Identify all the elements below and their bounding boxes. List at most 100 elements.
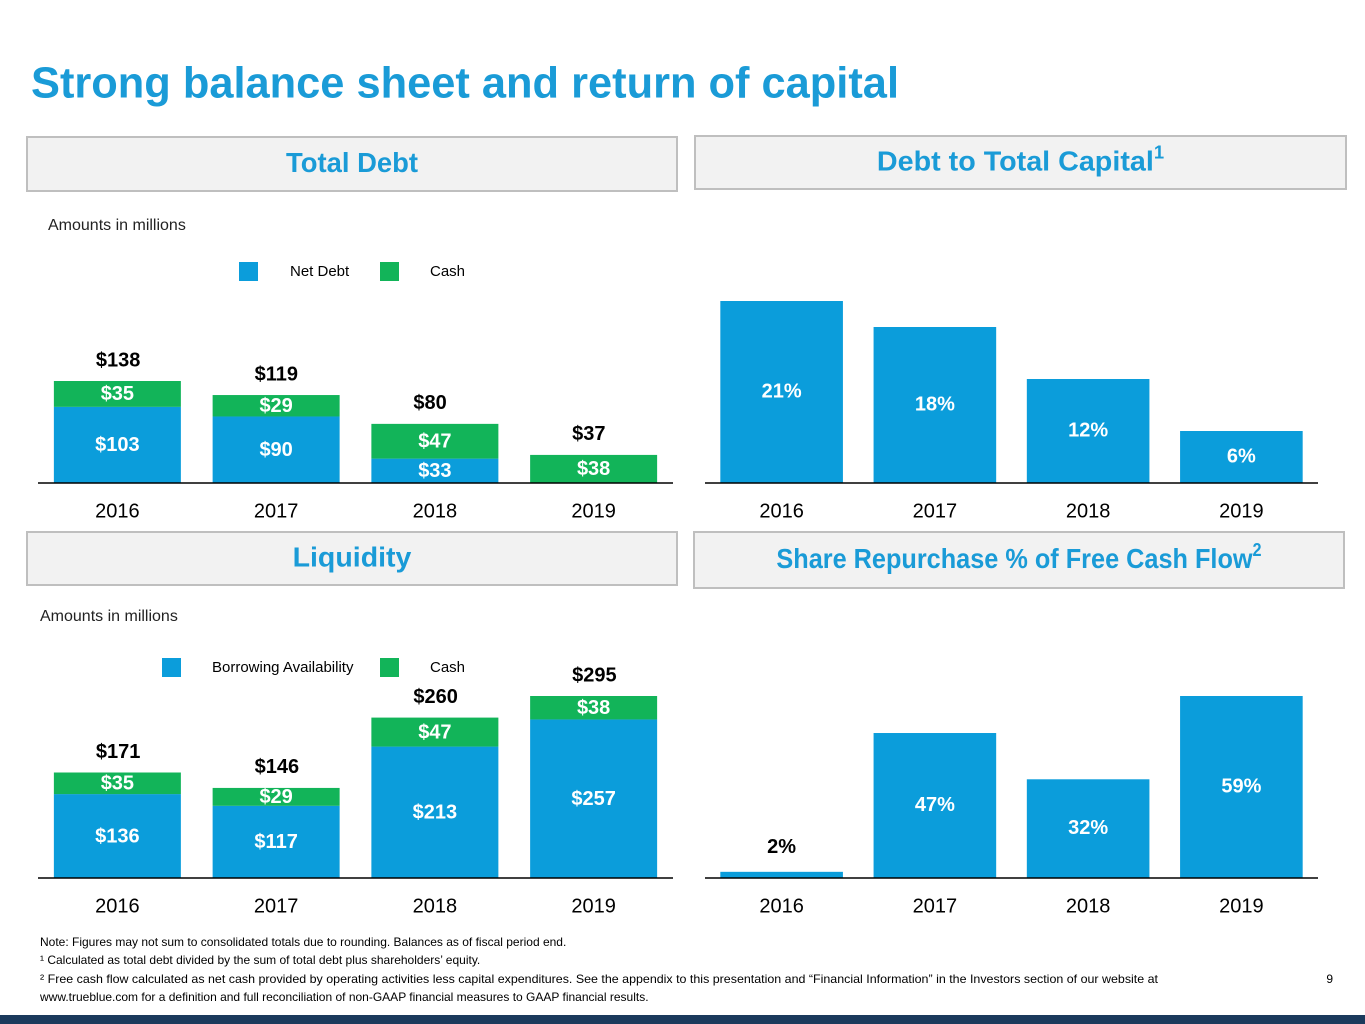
panel-title: Total Debt bbox=[286, 147, 418, 178]
x-tick-label: 2018 bbox=[413, 895, 458, 917]
x-tick-label: 2019 bbox=[571, 895, 616, 917]
bar bbox=[1180, 696, 1303, 878]
data-label: 18% bbox=[915, 393, 955, 415]
note: www.trueblue.com for a definition and fu… bbox=[39, 990, 649, 1004]
x-tick-label: 2018 bbox=[413, 500, 458, 522]
x-tick-label: 2017 bbox=[913, 500, 958, 522]
legend-swatch bbox=[162, 658, 181, 677]
bar-segment bbox=[371, 746, 499, 878]
x-tick-label: 2019 bbox=[571, 500, 616, 522]
panel-title: Liquidity bbox=[293, 542, 412, 573]
legend-label: Cash bbox=[430, 263, 465, 280]
panel-title: Share Repurchase % of Free Cash Flow2 bbox=[776, 540, 1261, 575]
legend-label: Borrowing Availability bbox=[212, 659, 354, 676]
total-label: $171 bbox=[96, 741, 141, 763]
panel-header bbox=[693, 531, 1345, 589]
data-label: 21% bbox=[762, 380, 802, 402]
x-tick-label: 2016 bbox=[759, 500, 804, 522]
data-label: $257 bbox=[571, 788, 616, 810]
x-tick-label: 2019 bbox=[1219, 500, 1264, 522]
data-label: $35 bbox=[101, 383, 134, 405]
data-label: $29 bbox=[259, 395, 292, 417]
subtitle: Amounts in millions bbox=[40, 608, 178, 625]
legend-swatch bbox=[239, 262, 258, 281]
total-label: $260 bbox=[413, 686, 458, 708]
footnote-ref: 2 bbox=[1253, 540, 1262, 560]
footnote-ref: 1 bbox=[1154, 142, 1164, 162]
bar-segment bbox=[212, 805, 340, 878]
total-label: $138 bbox=[96, 349, 141, 371]
data-label: 32% bbox=[1068, 817, 1108, 839]
bar-segment bbox=[371, 458, 499, 483]
bar bbox=[873, 327, 997, 483]
data-label: $117 bbox=[254, 831, 297, 853]
panel-header bbox=[694, 135, 1347, 190]
bar bbox=[873, 733, 997, 878]
x-tick-label: 2016 bbox=[95, 895, 140, 917]
data-label: $47 bbox=[418, 431, 451, 453]
data-label: $38 bbox=[577, 458, 610, 480]
total-label: $295 bbox=[572, 664, 617, 686]
page-number: 9 bbox=[1326, 972, 1333, 986]
panel-title-text: Total Debt bbox=[286, 147, 418, 178]
data-label: $103 bbox=[95, 434, 140, 456]
legend-swatch bbox=[380, 658, 399, 677]
x-tick-label: 2017 bbox=[913, 895, 958, 917]
bar bbox=[720, 301, 843, 483]
x-tick-label: 2018 bbox=[1066, 500, 1111, 522]
data-label: $33 bbox=[418, 460, 451, 482]
data-label: $136 bbox=[95, 825, 140, 847]
bar bbox=[1180, 431, 1303, 483]
data-label: $47 bbox=[418, 721, 451, 743]
bar-segment bbox=[530, 454, 658, 483]
bar-segment bbox=[212, 416, 340, 483]
x-tick-label: 2017 bbox=[254, 895, 299, 917]
panel-title: Debt to Total Capital 1 bbox=[877, 142, 1164, 177]
bar-segment bbox=[53, 381, 181, 407]
total-label: $119 bbox=[255, 363, 298, 385]
x-tick-label: 2016 bbox=[759, 895, 804, 917]
legend-swatch bbox=[380, 262, 399, 281]
data-label: $213 bbox=[413, 802, 458, 824]
slide-title: Strong balance sheet and return of capit… bbox=[31, 59, 899, 108]
legend-label: Net Debt bbox=[290, 263, 350, 280]
total-label: $80 bbox=[413, 392, 446, 414]
bar bbox=[1026, 779, 1150, 878]
data-label: 59% bbox=[1221, 775, 1261, 797]
x-tick-label: 2018 bbox=[1066, 895, 1111, 917]
bar-segment bbox=[371, 423, 499, 459]
legend-label: Cash bbox=[430, 659, 465, 676]
panel-header bbox=[26, 136, 678, 192]
data-label: $29 bbox=[259, 786, 292, 808]
data-label: $35 bbox=[101, 773, 134, 795]
bar-segment bbox=[212, 395, 340, 417]
bar-segment bbox=[530, 696, 658, 720]
x-tick-label: 2016 bbox=[95, 500, 140, 522]
note: ¹ Calculated as total debt divided by th… bbox=[40, 953, 480, 967]
bar-segment bbox=[530, 719, 658, 878]
total-label: $37 bbox=[572, 423, 605, 445]
data-label: $90 bbox=[259, 439, 292, 461]
data-label: 12% bbox=[1068, 419, 1108, 441]
bar-segment bbox=[53, 772, 181, 795]
bar-segment bbox=[371, 717, 499, 747]
total-label: $146 bbox=[255, 756, 300, 778]
panel-title-text: Debt to Total Capital bbox=[877, 146, 1154, 177]
panel-title-text: Liquidity bbox=[293, 542, 412, 573]
bar bbox=[720, 871, 843, 878]
panel-title-text: Share Repurchase % of Free Cash Flow bbox=[776, 543, 1252, 574]
data-label: 2% bbox=[767, 836, 796, 858]
note: ² Free cash flow calculated as net cash … bbox=[40, 972, 1159, 986]
bar-segment bbox=[53, 406, 181, 483]
footer-bar bbox=[0, 1015, 1365, 1024]
data-label: 6% bbox=[1227, 445, 1256, 467]
bar-segment bbox=[212, 787, 340, 806]
x-tick-label: 2017 bbox=[254, 500, 299, 522]
subtitle: Amounts in millions bbox=[48, 217, 186, 234]
data-label: $38 bbox=[577, 697, 610, 719]
x-tick-label: 2019 bbox=[1219, 895, 1264, 917]
bar-segment bbox=[53, 794, 181, 878]
data-label: 47% bbox=[915, 794, 955, 816]
note: Note: Figures may not sum to consolidate… bbox=[40, 935, 566, 949]
